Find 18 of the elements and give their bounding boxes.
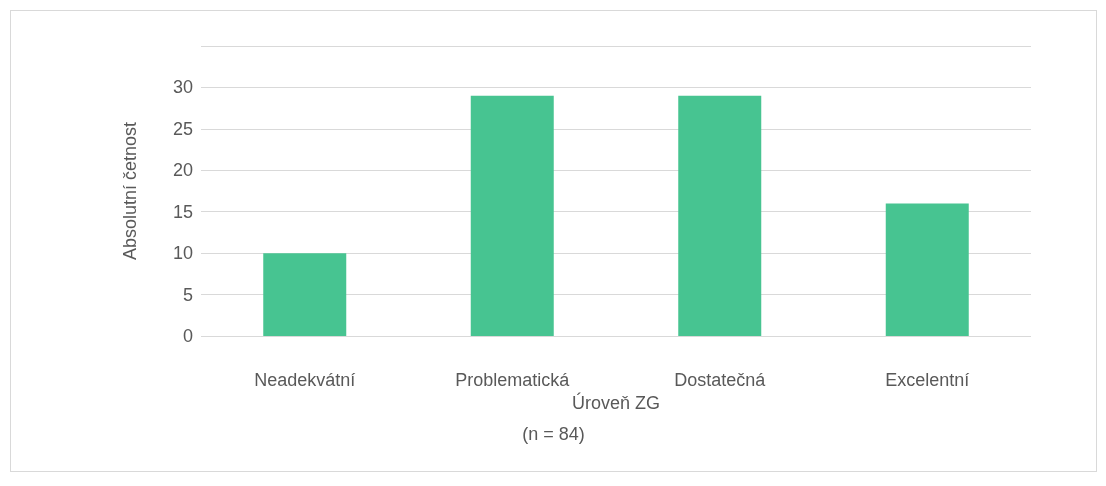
bar — [678, 95, 762, 336]
x-tick-label: Neadekvátní — [254, 370, 356, 390]
bar — [470, 95, 554, 336]
x-tick-label: Dostatečná — [674, 370, 767, 390]
bar — [263, 253, 347, 336]
y-tick-label: 25 — [172, 118, 193, 139]
y-axis-title: Absolutní četnost — [120, 121, 140, 261]
y-tick-label: 5 — [182, 284, 193, 305]
x-axis-title: Úroveň ZG — [571, 391, 661, 413]
bar — [885, 203, 969, 336]
y-tick-label: 20 — [172, 160, 193, 181]
y-tick-label: 15 — [172, 201, 193, 222]
x-tick-label: Problematická — [455, 370, 571, 390]
y-tick-label: 0 — [182, 326, 193, 346]
y-tick-label: 10 — [172, 243, 193, 264]
x-tick-label: Excelentní — [885, 370, 970, 390]
text: (n = 84) — [522, 424, 585, 444]
y-tick-label: 30 — [172, 77, 193, 98]
